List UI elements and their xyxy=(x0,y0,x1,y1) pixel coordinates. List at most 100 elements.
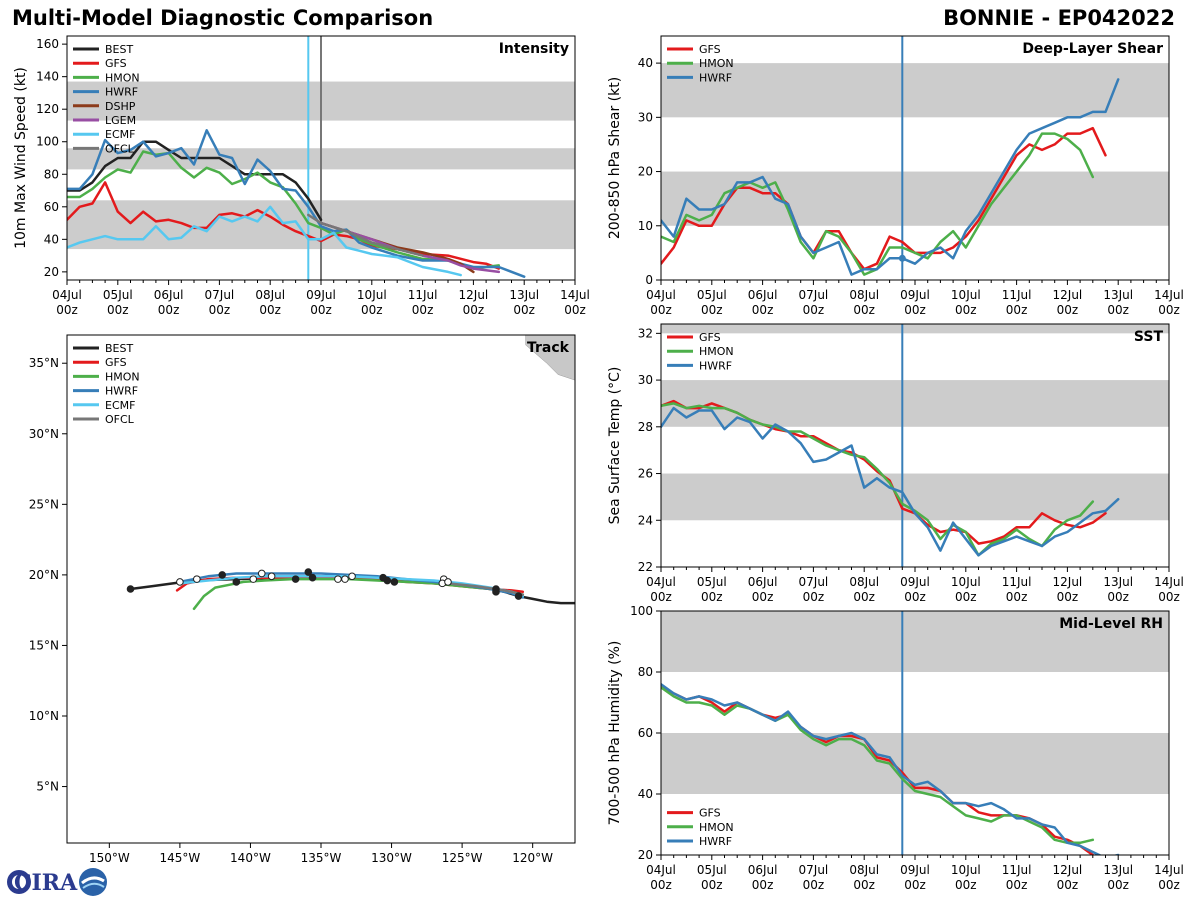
x-tick-label-hour: 00z xyxy=(1107,878,1129,892)
x-tick-label-hour: 00z xyxy=(853,303,875,317)
legend-label-ofcl: OFCL xyxy=(105,413,135,426)
figure-title: Multi-Model Diagnostic Comparison xyxy=(12,6,434,30)
x-tick-label: 09Jul xyxy=(900,288,930,302)
track-position-12 xyxy=(341,575,349,583)
x-tick-label: 12Jul xyxy=(1053,863,1083,877)
x-tick-label-hour: 00z xyxy=(1158,303,1180,317)
y-tick-label: 30°N xyxy=(29,427,59,441)
y-tick-label: 120 xyxy=(36,102,59,116)
x-tick-label-hour: 00z xyxy=(650,590,672,604)
x-tick-label: 04Jul xyxy=(646,575,676,589)
x-tick-label: 04Jul xyxy=(646,863,676,877)
land-mass xyxy=(525,335,575,381)
series-line-hwrf xyxy=(661,682,1120,855)
y-tick-label: 100 xyxy=(36,135,59,149)
x-tick-label: 05Jul xyxy=(697,288,727,302)
x-tick-label: 13Jul xyxy=(509,288,539,302)
legend-label-hwrf: HWRF xyxy=(699,359,732,372)
x-tick-label: 135°W xyxy=(301,851,342,865)
series-line-best xyxy=(67,140,323,222)
series-line-ecmf xyxy=(67,205,462,277)
shaded-band-1 xyxy=(661,63,1169,118)
plot-area-track xyxy=(126,335,575,611)
x-tick-label-hour: 00z xyxy=(752,878,774,892)
x-tick-label-hour: 00z xyxy=(361,303,383,317)
y-tick-label: 20 xyxy=(638,165,653,179)
x-tick-label-hour: 00z xyxy=(412,303,434,317)
panel-title: Track xyxy=(527,340,570,356)
legend-label-gfs: GFS xyxy=(105,356,127,369)
panel-track: 150°W 145°W 140°W 135°W 130°W 125°W 120°W 5°N 10… xyxy=(29,334,576,865)
panel-title: Mid-Level RH xyxy=(1059,616,1163,632)
y-tick-label: 15°N xyxy=(29,638,59,652)
y-tick-label: 22 xyxy=(638,560,653,574)
y-axis-label: 700-500 hPa Humidity (%) xyxy=(607,641,623,826)
track-position-15 xyxy=(383,576,392,585)
x-tick-label: 09Jul xyxy=(306,288,336,302)
x-tick-label-hour: 00z xyxy=(513,303,535,317)
x-tick-label-hour: 00z xyxy=(650,878,672,892)
x-tick-label: 08Jul xyxy=(849,863,879,877)
plot-area-rh xyxy=(661,611,1169,855)
x-tick-label-hour: 00z xyxy=(1107,303,1129,317)
legend-label-ofcl: OFCL xyxy=(105,142,135,155)
x-tick-label: 08Jul xyxy=(849,288,879,302)
cira-logo: CIRA xyxy=(4,866,108,898)
y-tick-label: 26 xyxy=(638,467,653,481)
x-tick-label: 12Jul xyxy=(1053,288,1083,302)
y-tick-label: 30 xyxy=(638,110,653,124)
series-line-ofcl xyxy=(307,213,424,257)
y-tick-label: 80 xyxy=(638,665,653,679)
x-tick-label: 05Jul xyxy=(697,863,727,877)
y-tick-label: 32 xyxy=(638,326,653,340)
track-position-19 xyxy=(444,578,452,586)
y-tick-label: 40 xyxy=(638,56,653,70)
track-position-22 xyxy=(514,592,523,600)
track-position-13 xyxy=(348,572,356,581)
legend-label-gfs: GFS xyxy=(699,331,721,344)
x-tick-label: 07Jul xyxy=(799,863,829,877)
x-tick-label-hour: 00z xyxy=(955,303,977,317)
track-position-1 xyxy=(176,578,184,586)
shaded-band-1 xyxy=(661,611,1169,672)
x-tick-label: 120°W xyxy=(512,851,553,865)
logo-text: CIRA xyxy=(14,870,78,896)
axes-frame xyxy=(660,323,1170,568)
x-tick-label: 14Jul xyxy=(1154,575,1184,589)
x-tick-label-hour: 00z xyxy=(904,590,926,604)
legend-label-hwrf: HWRF xyxy=(105,385,138,398)
x-tick-label: 14Jul xyxy=(560,288,590,302)
track-position-3 xyxy=(218,571,227,579)
marker-0 xyxy=(898,254,906,262)
legend-label-gfs: GFS xyxy=(699,43,721,56)
x-tick-label: 07Jul xyxy=(799,288,829,302)
x-tick-label: 07Jul xyxy=(799,575,829,589)
x-tick-label: 11Jul xyxy=(1002,288,1032,302)
legend-label-hmon: HMON xyxy=(699,57,734,70)
x-tick-label-hour: 00z xyxy=(904,303,926,317)
x-tick-label-hour: 00z xyxy=(803,303,825,317)
x-tick-label-hour: 00z xyxy=(158,303,180,317)
x-tick-label: 10Jul xyxy=(951,863,981,877)
legend-label-ecmf: ECMF xyxy=(105,399,135,412)
x-tick-label: 04Jul xyxy=(52,288,82,302)
x-tick-label: 145°W xyxy=(159,851,200,865)
x-tick-label-hour: 00z xyxy=(853,590,875,604)
series-line-ofcl xyxy=(446,582,525,596)
x-tick-label-hour: 00z xyxy=(701,878,723,892)
legend-label-best: BEST xyxy=(105,342,133,355)
y-tick-label: 35°N xyxy=(29,356,59,370)
x-tick-label-hour: 00z xyxy=(1006,303,1028,317)
series-line-hwrf xyxy=(661,406,1120,557)
y-tick-label: 60 xyxy=(44,200,59,214)
y-tick-label: 20°N xyxy=(29,568,59,582)
storm-id-title: BONNIE - EP042022 xyxy=(943,6,1175,30)
legend-label-hmon: HMON xyxy=(105,370,140,383)
track-position-11 xyxy=(334,575,342,583)
series-line-gfs xyxy=(661,126,1107,271)
plot-area-intensity xyxy=(67,36,575,280)
track-position-5 xyxy=(249,575,258,583)
